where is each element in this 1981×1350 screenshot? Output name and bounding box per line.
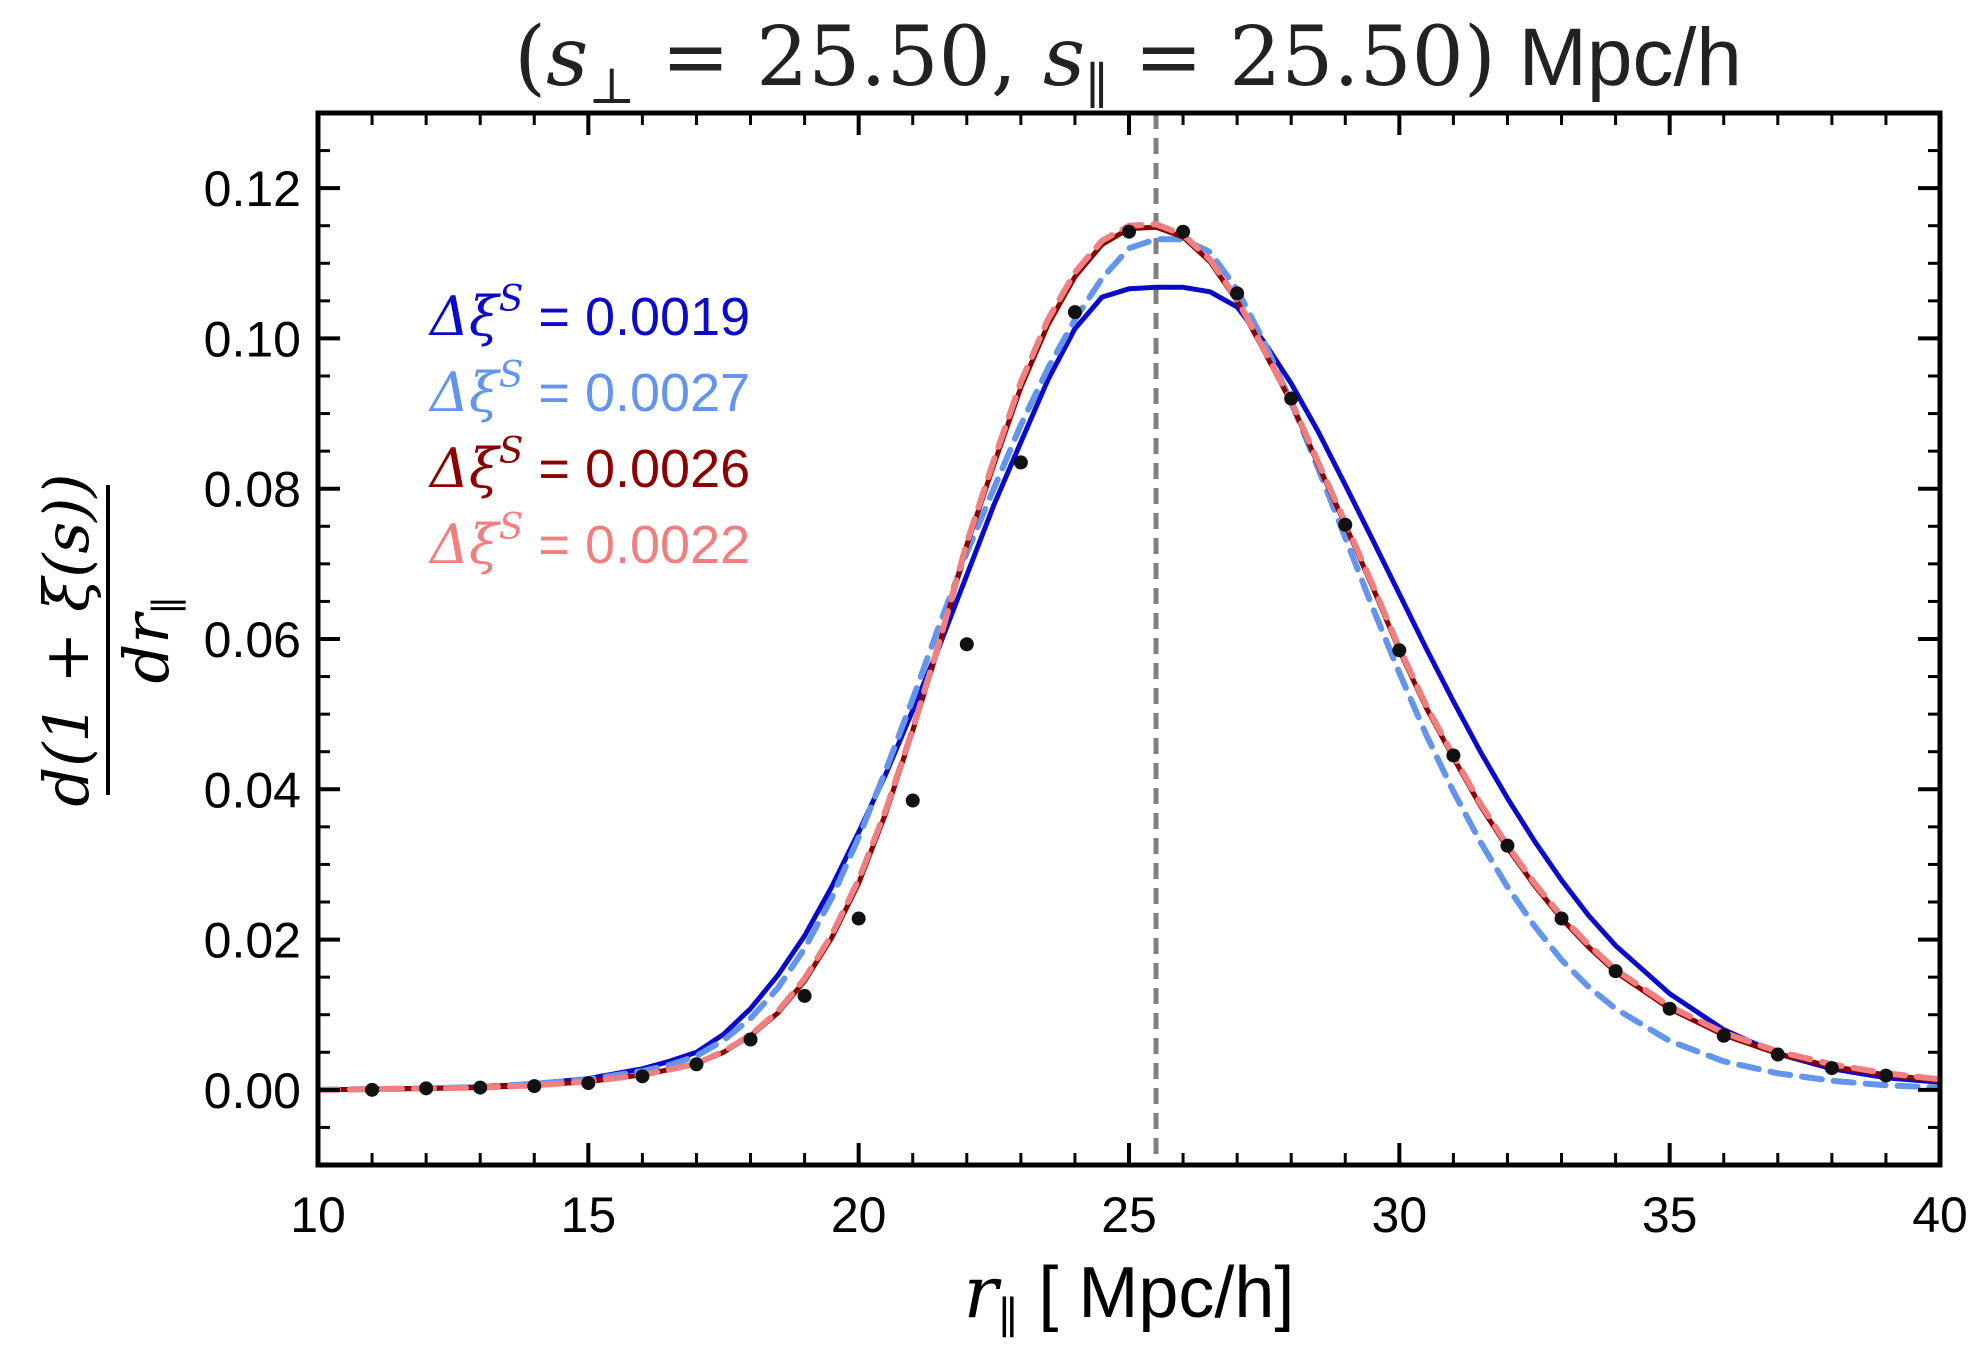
legend-entry-2: ΔξS = 0.0027 [428, 355, 750, 424]
legend-entry-3: ΔξS = 0.0026 [428, 431, 750, 500]
y-axis-label-denominator: dr∥ [110, 597, 191, 684]
y-axis-label: d(1 + ξ(s)) dr∥ [30, 473, 191, 806]
data-point [1554, 911, 1569, 926]
data-point [905, 793, 920, 808]
x-tick-label: 10 [290, 1187, 346, 1243]
series-line-2 [318, 236, 1940, 1093]
data-point [365, 1082, 380, 1097]
data-point [1608, 964, 1623, 979]
legend: ΔξS = 0.0019 ΔξS = 0.0027 ΔξS = 0.0026 ΔξS … [428, 279, 750, 576]
y-tick-label: 0.02 [204, 913, 301, 969]
y-tick-label: 0.00 [204, 1063, 301, 1119]
data-point [1770, 1047, 1785, 1062]
data-point [419, 1081, 434, 1096]
data-point [1230, 286, 1245, 301]
data-point [851, 911, 866, 926]
data-point [473, 1080, 488, 1095]
plot-area [318, 113, 1940, 1165]
x-tick-label: 35 [1642, 1187, 1698, 1243]
x-tick-label: 25 [1101, 1187, 1157, 1243]
axis-ticks: 10 15 20 25 30 35 40 0.00 0.02 0.04 0.06 0.08 0.10 0.… [204, 111, 1968, 1243]
chart-title: (s⊥ = 25.50, s∥ = 25.50) Mpc/h [514, 10, 1742, 115]
y-tick-label: 0.12 [204, 161, 301, 217]
legend-entry-4: ΔξS = 0.0022 [428, 507, 750, 576]
x-tick-label: 30 [1372, 1187, 1428, 1243]
data-point [1122, 224, 1136, 239]
y-tick-label: 0.04 [204, 762, 301, 818]
x-axis-label: r∥ [ Mpc/h] [964, 1250, 1295, 1344]
x-tick-label: 40 [1912, 1187, 1968, 1243]
y-axis-label-numerator: d(1 + ξ(s)) [30, 473, 103, 806]
y-tick-label: 0.06 [204, 612, 301, 668]
data-point [1176, 224, 1191, 239]
data-point [1446, 748, 1461, 763]
data-point [1878, 1068, 1893, 1083]
plot-clip-group [318, 113, 1940, 1165]
data-point [581, 1076, 596, 1091]
series-line-3 [318, 224, 1940, 1093]
y-tick-label: 0.08 [204, 462, 301, 518]
data-point [1716, 1028, 1731, 1043]
series-line-4 [318, 221, 1940, 1093]
data-point [1392, 643, 1407, 658]
data-point [1500, 838, 1515, 853]
data-point [1662, 1001, 1677, 1016]
data-point [1338, 517, 1353, 532]
data-point [1824, 1061, 1839, 1076]
data-point [797, 988, 812, 1003]
series-line-1 [318, 284, 1940, 1093]
data-point [635, 1069, 650, 1084]
data-point [959, 637, 974, 652]
data-point [1284, 391, 1299, 406]
data-point [527, 1079, 542, 1094]
x-tick-label: 20 [831, 1187, 887, 1243]
data-point [743, 1032, 758, 1047]
legend-entry-1: ΔξS = 0.0019 [428, 279, 750, 348]
data-point [689, 1057, 704, 1072]
axes-frame [315, 110, 1943, 1168]
data-point [1013, 455, 1028, 470]
y-tick-label: 0.10 [204, 311, 301, 367]
x-tick-label: 15 [561, 1187, 617, 1243]
data-point [1067, 305, 1082, 320]
